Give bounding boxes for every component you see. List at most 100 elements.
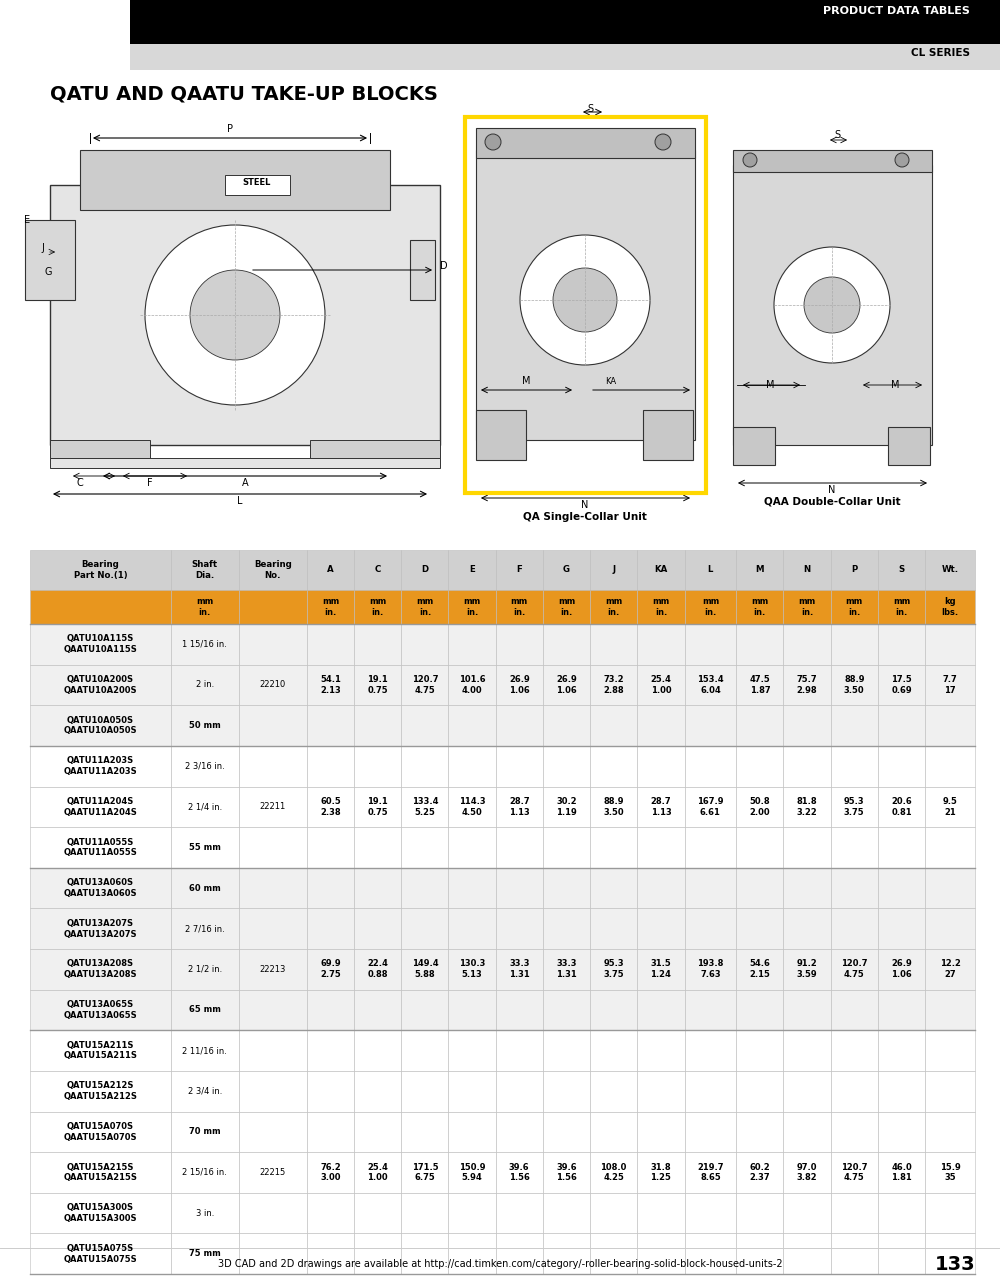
Text: 9.5
21: 9.5 21 — [943, 797, 957, 817]
Bar — [643, 410, 693, 460]
Bar — [239, 827, 307, 868]
Bar — [637, 1234, 685, 1274]
Bar — [354, 623, 401, 664]
Bar — [307, 989, 354, 1030]
Text: 22215: 22215 — [260, 1167, 286, 1176]
Circle shape — [520, 236, 650, 365]
Text: QATU13A060S
QAATU13A060S: QATU13A060S QAATU13A060S — [64, 878, 137, 899]
Bar — [831, 746, 878, 786]
Bar — [171, 909, 239, 948]
Text: 2 3/16 in.: 2 3/16 in. — [185, 762, 225, 771]
Bar — [448, 1030, 496, 1071]
Bar — [401, 909, 448, 948]
Bar — [685, 623, 736, 664]
Text: L: L — [708, 566, 713, 575]
Text: QATU13A207S
QAATU13A207S: QATU13A207S QAATU13A207S — [64, 919, 137, 938]
Bar — [925, 1030, 975, 1071]
Bar — [543, 827, 590, 868]
Text: 26.9
1.06: 26.9 1.06 — [509, 675, 530, 695]
Circle shape — [804, 276, 860, 333]
Bar — [448, 664, 496, 705]
Bar — [239, 989, 307, 1030]
Text: 7.7
17: 7.7 17 — [943, 675, 957, 695]
Bar — [354, 1234, 401, 1274]
Bar — [831, 868, 878, 909]
Bar — [685, 909, 736, 948]
Bar — [925, 1152, 975, 1193]
Text: 171.5
6.75: 171.5 6.75 — [412, 1162, 438, 1183]
Bar — [448, 623, 496, 664]
Text: 3 in.: 3 in. — [196, 1208, 214, 1217]
Bar — [307, 746, 354, 786]
Text: S: S — [898, 566, 905, 575]
Text: 20.6
0.81: 20.6 0.81 — [891, 797, 912, 817]
Bar — [307, 868, 354, 909]
Text: 88.9
3.50: 88.9 3.50 — [603, 797, 624, 817]
Text: 95.3
3.75: 95.3 3.75 — [603, 960, 624, 979]
Bar — [354, 590, 401, 623]
Bar — [496, 1071, 543, 1111]
Text: 2 7/16 in.: 2 7/16 in. — [185, 924, 225, 933]
Bar — [783, 1030, 831, 1071]
Bar — [171, 1030, 239, 1071]
Bar — [590, 1234, 637, 1274]
Bar — [354, 1111, 401, 1152]
Bar — [783, 948, 831, 989]
Bar — [50, 458, 440, 468]
Bar — [685, 868, 736, 909]
Bar — [831, 827, 878, 868]
Text: 120.7
4.75: 120.7 4.75 — [841, 960, 868, 979]
Text: QATU11A055S
QAATU11A055S: QATU11A055S QAATU11A055S — [63, 837, 137, 858]
Bar — [307, 550, 354, 590]
Bar — [783, 623, 831, 664]
Bar — [637, 909, 685, 948]
Bar — [831, 1193, 878, 1234]
Bar — [831, 948, 878, 989]
Bar — [543, 1071, 590, 1111]
Bar — [590, 948, 637, 989]
Bar — [685, 1193, 736, 1234]
Bar — [401, 989, 448, 1030]
Bar — [401, 550, 448, 590]
Text: 97.0
3.82: 97.0 3.82 — [797, 1162, 817, 1183]
Bar — [925, 664, 975, 705]
Text: QATU10A200S
QAATU10A200S: QATU10A200S QAATU10A200S — [64, 675, 137, 695]
Text: 25.4
1.00: 25.4 1.00 — [650, 675, 671, 695]
Circle shape — [743, 154, 757, 166]
Bar — [496, 746, 543, 786]
Bar — [171, 664, 239, 705]
Bar — [307, 705, 354, 746]
Text: 22210: 22210 — [260, 681, 286, 690]
Bar — [590, 623, 637, 664]
Text: 31.5
1.24: 31.5 1.24 — [650, 960, 671, 979]
Text: mm
in.: mm in. — [196, 598, 213, 617]
Text: F: F — [516, 566, 522, 575]
Bar — [736, 705, 783, 746]
Bar — [783, 1193, 831, 1234]
Bar — [171, 989, 239, 1030]
Bar — [239, 1193, 307, 1234]
Text: 22213: 22213 — [260, 965, 286, 974]
Bar — [736, 590, 783, 623]
Bar — [130, 0, 1000, 44]
Bar — [465, 116, 706, 493]
Bar — [888, 428, 930, 465]
Text: QATU15A215S
QAATU15A215S: QATU15A215S QAATU15A215S — [63, 1162, 137, 1183]
Text: C: C — [77, 477, 83, 488]
Bar — [448, 1111, 496, 1152]
Bar — [171, 1152, 239, 1193]
Bar — [30, 1071, 171, 1111]
Bar — [401, 827, 448, 868]
Text: 26.9
1.06: 26.9 1.06 — [891, 960, 912, 979]
Text: 2 15/16 in.: 2 15/16 in. — [182, 1167, 227, 1176]
Text: 101.6
4.00: 101.6 4.00 — [459, 675, 485, 695]
Bar — [685, 1152, 736, 1193]
Bar — [30, 705, 171, 746]
Bar — [878, 1193, 925, 1234]
Bar — [448, 1234, 496, 1274]
Text: C: C — [375, 566, 381, 575]
Bar — [736, 1030, 783, 1071]
Bar — [685, 948, 736, 989]
Text: A: A — [242, 477, 248, 488]
Bar — [30, 623, 171, 664]
